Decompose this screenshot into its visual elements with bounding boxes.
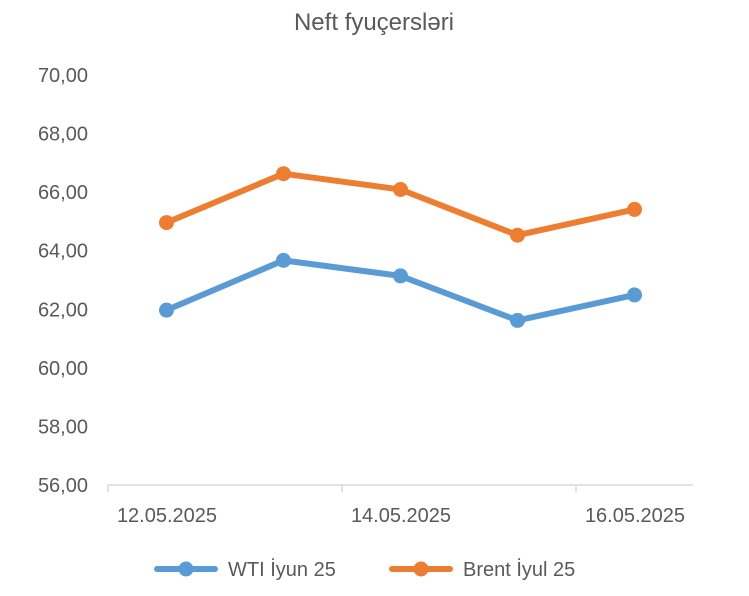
- x-tick-label: 16.05.2025: [585, 505, 685, 527]
- data-point: [276, 252, 291, 268]
- data-point: [159, 215, 174, 231]
- data-point: [627, 201, 642, 217]
- data-point: [393, 268, 408, 284]
- legend: WTI İyun 25 Brent İyul 25: [154, 558, 575, 581]
- y-tick-label: 70,00: [38, 65, 88, 87]
- y-tick-label: 66,00: [38, 182, 88, 204]
- series-lines: [159, 166, 642, 328]
- x-tick-label: 14.05.2025: [351, 505, 451, 527]
- x-tick-label: 12.05.2025: [117, 505, 217, 527]
- legend-swatch-marker: [178, 561, 194, 577]
- y-tick-label: 56,00: [38, 475, 88, 497]
- y-tick-label: 60,00: [38, 358, 88, 380]
- y-tick-label: 64,00: [38, 241, 88, 263]
- legend-label: Brent İyul 25: [463, 558, 575, 581]
- x-axis-ticks: 12.05.2025 14.05.2025 16.05.2025: [107, 485, 685, 527]
- data-point: [510, 312, 525, 328]
- data-point: [159, 302, 174, 318]
- data-point: [510, 227, 525, 243]
- data-point: [627, 287, 642, 303]
- data-point: [393, 182, 408, 198]
- data-point: [276, 166, 291, 182]
- chart-title: Neft fyuçersləri: [294, 9, 454, 36]
- y-axis-ticks: 56,00 58,00 60,00 62,00 64,00 66,00 68,00 70,00: [38, 65, 88, 497]
- legend-swatch-marker: [413, 561, 429, 577]
- y-tick-label: 58,00: [38, 416, 88, 438]
- y-tick-label: 62,00: [38, 299, 88, 321]
- legend-label: WTI İyun 25: [228, 558, 336, 581]
- y-tick-label: 68,00: [38, 124, 88, 146]
